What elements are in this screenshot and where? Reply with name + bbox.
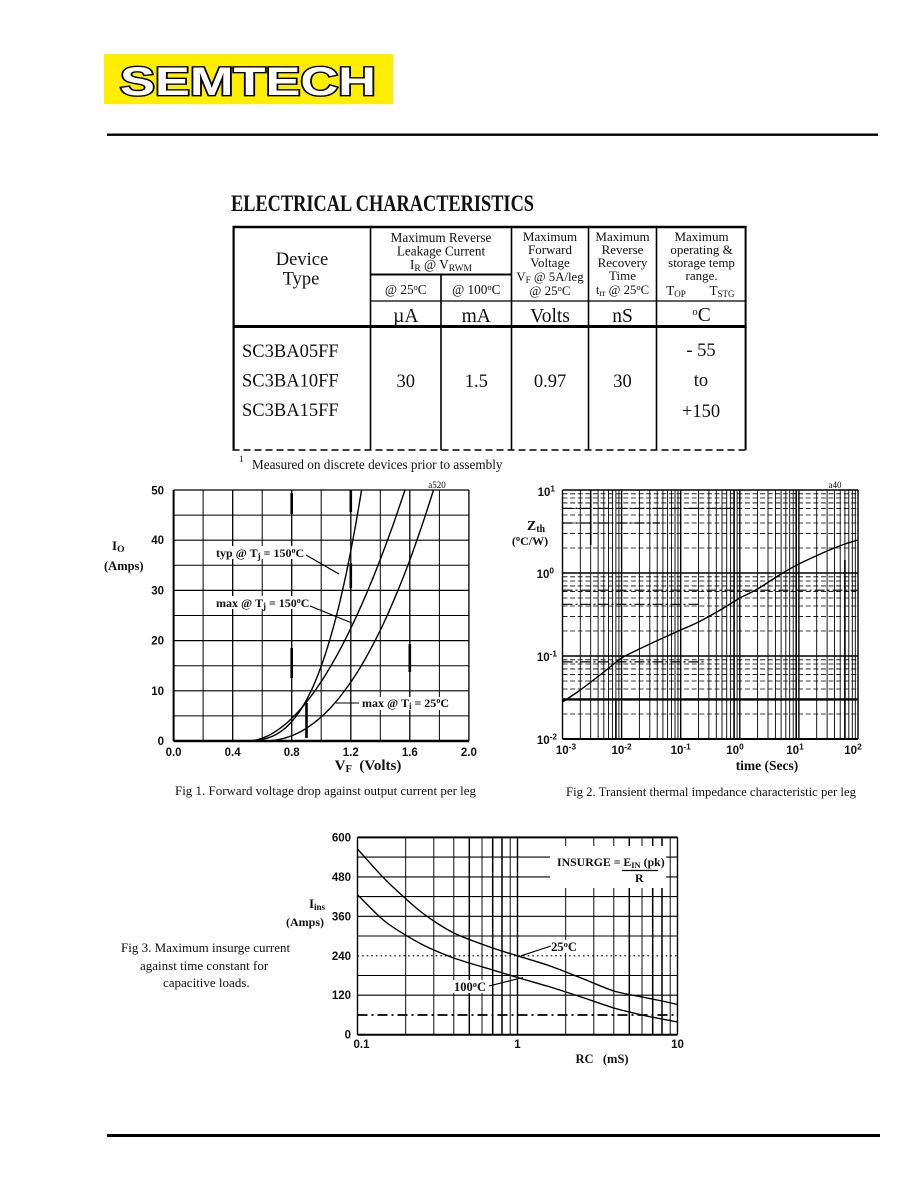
- svg-text:µA: µA: [393, 306, 418, 327]
- svg-text:against time constant for: against time constant for: [140, 958, 269, 973]
- svg-text:capacitive loads.: capacitive loads.: [163, 975, 250, 990]
- svg-text:- 55: - 55: [686, 341, 715, 361]
- svg-text:(oC/W): (oC/W): [512, 533, 548, 548]
- svg-text:0: 0: [158, 736, 164, 748]
- svg-text:+150: +150: [682, 402, 720, 422]
- svg-text:Volts: Volts: [530, 306, 570, 327]
- svg-text:Maximum Reverse: Maximum Reverse: [391, 230, 492, 245]
- svg-text:120: 120: [332, 990, 351, 1002]
- svg-text:0.97: 0.97: [534, 372, 566, 392]
- svg-text:Forward: Forward: [528, 242, 573, 257]
- svg-text:a40: a40: [829, 480, 842, 490]
- svg-text:@ 25oC: @ 25oC: [385, 282, 427, 297]
- svg-text:Maximum: Maximum: [595, 229, 649, 244]
- svg-text:Recovery: Recovery: [598, 255, 648, 270]
- svg-text:600: 600: [332, 832, 351, 844]
- svg-text:nS: nS: [612, 306, 633, 327]
- svg-text:(Amps): (Amps): [286, 915, 324, 929]
- svg-text:oC: oC: [692, 305, 711, 326]
- svg-text:Reverse: Reverse: [602, 242, 644, 257]
- svg-text:SC3BA05FF: SC3BA05FF: [242, 342, 339, 362]
- svg-text:Voltage: Voltage: [530, 255, 570, 270]
- svg-text:30: 30: [397, 372, 416, 392]
- svg-text:0: 0: [345, 1030, 351, 1042]
- svg-text:Maximum: Maximum: [523, 229, 577, 244]
- svg-text:typ @ Tj = 150oC: typ @ Tj = 150oC: [216, 546, 304, 561]
- svg-text:storage temp: storage temp: [668, 255, 735, 270]
- svg-text:0.8: 0.8: [284, 747, 301, 759]
- svg-text:Fig 2. Transient thermal impe: Fig 2. Transient thermal impedance chara…: [566, 784, 856, 799]
- svg-text:operating &: operating &: [670, 242, 732, 257]
- svg-text:max @ Tj = 150oC: max @ Tj = 150oC: [216, 596, 309, 611]
- svg-text:240: 240: [332, 951, 351, 963]
- svg-text:ELECTRICAL CHARACTERISTICS: ELECTRICAL CHARACTERISTICS: [231, 191, 534, 216]
- svg-text:2.0: 2.0: [461, 747, 477, 759]
- svg-text:30: 30: [151, 585, 164, 597]
- svg-text:40: 40: [151, 535, 164, 547]
- svg-text:25oC: 25oC: [551, 939, 577, 954]
- svg-text:time (Secs): time (Secs): [736, 758, 799, 773]
- svg-text:(Amps): (Amps): [104, 559, 144, 573]
- svg-text:Fig 3. Maximum insurge curren: Fig 3. Maximum insurge current: [121, 940, 290, 955]
- svg-text:range.: range.: [685, 268, 717, 283]
- svg-text:0.0: 0.0: [166, 747, 182, 759]
- svg-text:Leakage Current: Leakage Current: [397, 244, 486, 259]
- svg-text:INSURGE = EIN (pk): INSURGE = EIN (pk): [557, 855, 665, 870]
- svg-text:Time: Time: [609, 268, 636, 283]
- svg-text:VF (Volts): VF (Volts): [335, 758, 402, 775]
- svg-text:Measured on discrete devices p: Measured on discrete devices prior to as…: [252, 457, 503, 472]
- svg-text:1: 1: [514, 1039, 521, 1051]
- svg-text:0.1: 0.1: [354, 1039, 371, 1051]
- svg-text:1.6: 1.6: [402, 747, 418, 759]
- svg-text:100oC: 100oC: [454, 979, 486, 994]
- svg-text:mA: mA: [462, 306, 491, 327]
- svg-text:R: R: [635, 871, 644, 885]
- svg-text:SC3BA10FF: SC3BA10FF: [242, 372, 339, 392]
- svg-text:20: 20: [151, 636, 164, 648]
- svg-text:@ 25oC: @ 25oC: [529, 283, 570, 298]
- svg-text:a520: a520: [428, 480, 446, 490]
- svg-text:Maximum: Maximum: [674, 229, 728, 244]
- svg-text:10: 10: [671, 1039, 684, 1051]
- svg-text:10: 10: [151, 686, 164, 698]
- svg-text:50: 50: [151, 486, 164, 498]
- svg-text:360: 360: [332, 911, 351, 923]
- svg-text:SC3BA15FF: SC3BA15FF: [242, 401, 339, 421]
- svg-text:Fig 1. Forward voltage drop ag: Fig 1. Forward voltage drop against outp…: [175, 783, 476, 798]
- svg-text:max @ Ti = 25oC: max @ Ti = 25oC: [362, 696, 449, 711]
- svg-text:@ 100oC: @ 100oC: [452, 282, 500, 297]
- svg-text:trr @ 25oC: trr @ 25oC: [596, 282, 649, 298]
- svg-text:0.4: 0.4: [225, 747, 242, 759]
- svg-text:480: 480: [332, 872, 351, 884]
- svg-text:IR @ VRWM: IR @ VRWM: [410, 257, 473, 274]
- svg-text:SEMTECH: SEMTECH: [120, 60, 376, 104]
- svg-text:VF @ 5A/leg: VF @ 5A/leg: [516, 270, 584, 285]
- svg-text:Type: Type: [283, 270, 320, 290]
- svg-text:RC (mS): RC (mS): [575, 1052, 628, 1066]
- svg-text:30: 30: [613, 372, 632, 392]
- svg-text:1.2: 1.2: [343, 747, 359, 759]
- svg-text:1.5: 1.5: [465, 372, 488, 392]
- svg-text:1: 1: [239, 454, 244, 464]
- svg-text:to: to: [694, 371, 708, 391]
- svg-text:Device: Device: [276, 250, 328, 270]
